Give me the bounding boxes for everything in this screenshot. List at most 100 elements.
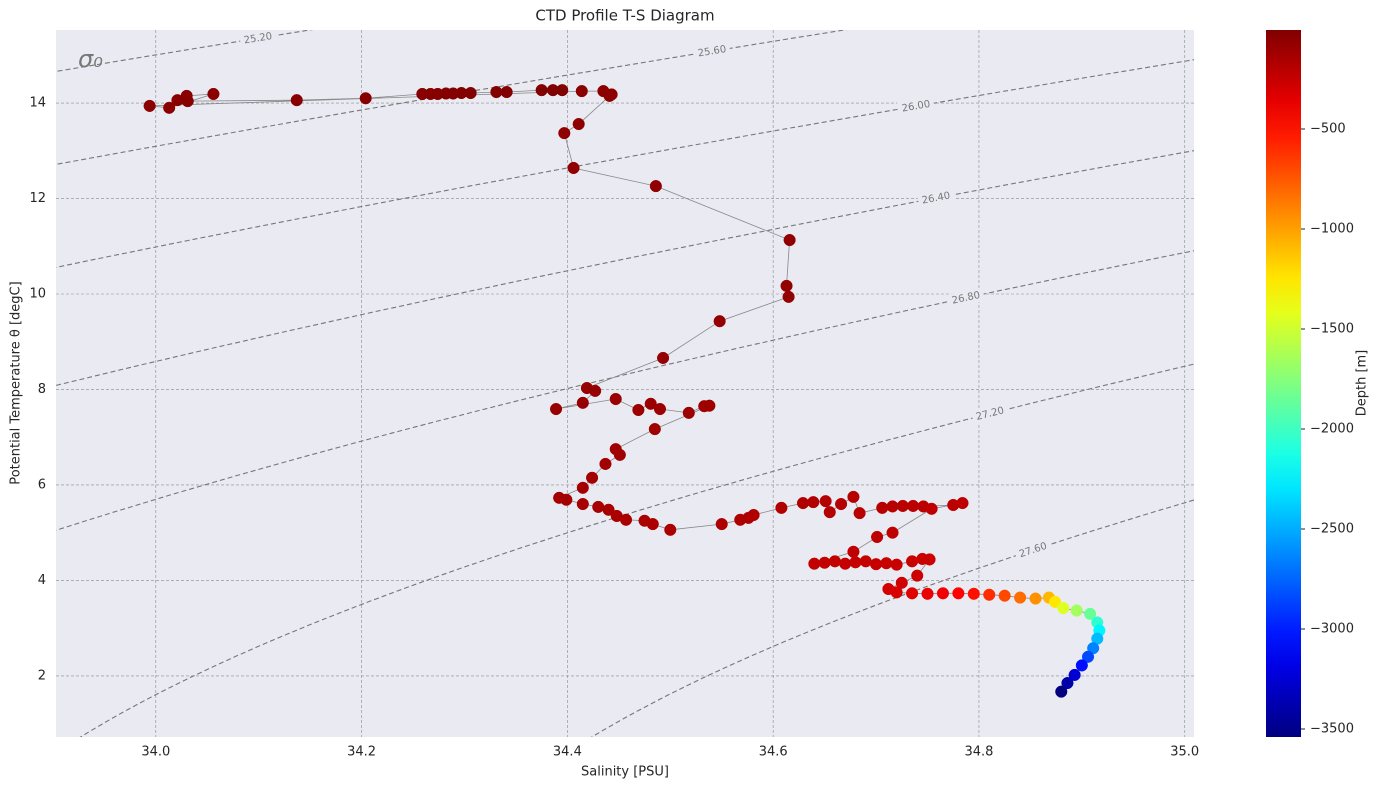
data-point xyxy=(646,518,659,531)
data-point xyxy=(1055,685,1068,698)
data-point xyxy=(923,553,936,566)
data-point xyxy=(952,587,965,600)
data-point xyxy=(890,558,903,571)
isopycnal-label-bg xyxy=(917,187,955,209)
y-tick-label: 12 xyxy=(29,191,46,206)
data-point xyxy=(907,499,920,512)
data-point xyxy=(592,500,605,513)
colorbar-tick-label: −500 xyxy=(1310,122,1346,137)
isopycnal-label-bg xyxy=(693,41,731,62)
data-point xyxy=(808,557,821,570)
isopycnal xyxy=(56,30,848,165)
data-point xyxy=(550,402,563,416)
data-point xyxy=(649,180,662,193)
x-tick-label: 34.4 xyxy=(553,745,582,760)
data-point xyxy=(847,490,860,503)
data-point xyxy=(603,89,616,102)
data-point xyxy=(1070,604,1083,617)
isopycnal-label-bg xyxy=(239,30,277,49)
colorbar-tick-label: −2500 xyxy=(1310,522,1354,537)
annotation: σ₀ xyxy=(78,45,103,73)
data-point xyxy=(1049,595,1062,608)
chart-title: CTD Profile T-S Diagram xyxy=(535,7,714,25)
data-point xyxy=(890,586,903,599)
data-point xyxy=(895,576,908,589)
data-point xyxy=(849,556,862,569)
data-point xyxy=(546,84,560,97)
isopycnal-label-bg xyxy=(970,402,1010,425)
data-point xyxy=(835,497,848,511)
data-point xyxy=(602,503,615,516)
isopycnal-label-bg xyxy=(1013,537,1053,563)
data-point xyxy=(983,588,996,601)
data-point xyxy=(775,501,788,514)
data-point xyxy=(567,161,580,175)
data-point xyxy=(180,89,193,102)
data-point xyxy=(886,526,899,539)
data-point xyxy=(925,502,938,515)
data-point xyxy=(703,399,716,412)
data-point xyxy=(163,101,176,114)
data-point xyxy=(599,457,612,470)
data-point xyxy=(558,127,571,140)
data-point xyxy=(609,392,622,406)
data-point xyxy=(911,569,924,582)
data-point xyxy=(936,587,949,600)
data-point xyxy=(713,315,726,328)
isopycnal xyxy=(79,363,1194,737)
data-point xyxy=(796,497,810,510)
x-tick-label: 34.8 xyxy=(964,745,993,760)
data-point xyxy=(1068,668,1081,681)
y-tick-label: 14 xyxy=(29,96,46,111)
y-axis-label: Potential Temperature θ [degC] xyxy=(9,281,24,484)
y-tick-label: 6 xyxy=(38,477,46,492)
data-point xyxy=(876,501,889,514)
profile xyxy=(143,84,1106,698)
data-point xyxy=(998,589,1011,602)
data-point xyxy=(619,513,633,526)
data-point xyxy=(906,555,919,568)
isopycnal-label: 26.00 xyxy=(901,99,931,115)
x-tick-label: 34.0 xyxy=(141,745,170,760)
data-point xyxy=(828,555,841,568)
data-point xyxy=(207,87,220,101)
data-point xyxy=(839,557,852,570)
data-point xyxy=(535,84,548,97)
data-point xyxy=(644,397,657,410)
y-tick-label: 4 xyxy=(38,573,46,588)
data-point xyxy=(1061,677,1074,690)
data-point xyxy=(783,233,796,247)
colorbar xyxy=(1266,30,1301,737)
data-point xyxy=(576,396,589,409)
x-tick-label: 34.2 xyxy=(347,745,376,760)
data-point xyxy=(818,556,831,569)
data-point xyxy=(847,545,860,558)
plot-background xyxy=(56,30,1194,737)
data-point xyxy=(416,87,429,101)
isopycnal-label: 25.60 xyxy=(697,44,727,59)
data-point xyxy=(880,557,893,570)
data-point xyxy=(921,587,934,600)
isopycnal-label: 26.40 xyxy=(921,190,951,206)
y-tick-label: 10 xyxy=(29,286,46,301)
colorbar-tick-label: −1000 xyxy=(1310,222,1354,237)
data-point xyxy=(1075,659,1088,672)
colorbar-tick-label: −3000 xyxy=(1310,622,1354,637)
data-point xyxy=(682,406,695,419)
isopycnal-label-bg xyxy=(897,96,935,117)
data-point xyxy=(490,86,503,99)
data-point xyxy=(576,481,589,494)
data-point xyxy=(870,558,883,571)
data-point xyxy=(143,99,156,112)
x-tick-label: 35.0 xyxy=(1170,745,1199,760)
x-tick-label: 34.6 xyxy=(759,745,788,760)
data-point xyxy=(359,92,372,105)
data-point xyxy=(664,523,677,536)
data-point xyxy=(780,279,793,292)
data-point xyxy=(1014,591,1027,604)
data-point xyxy=(572,117,585,131)
data-point xyxy=(906,587,919,600)
data-point xyxy=(500,86,513,99)
data-point xyxy=(859,555,872,568)
